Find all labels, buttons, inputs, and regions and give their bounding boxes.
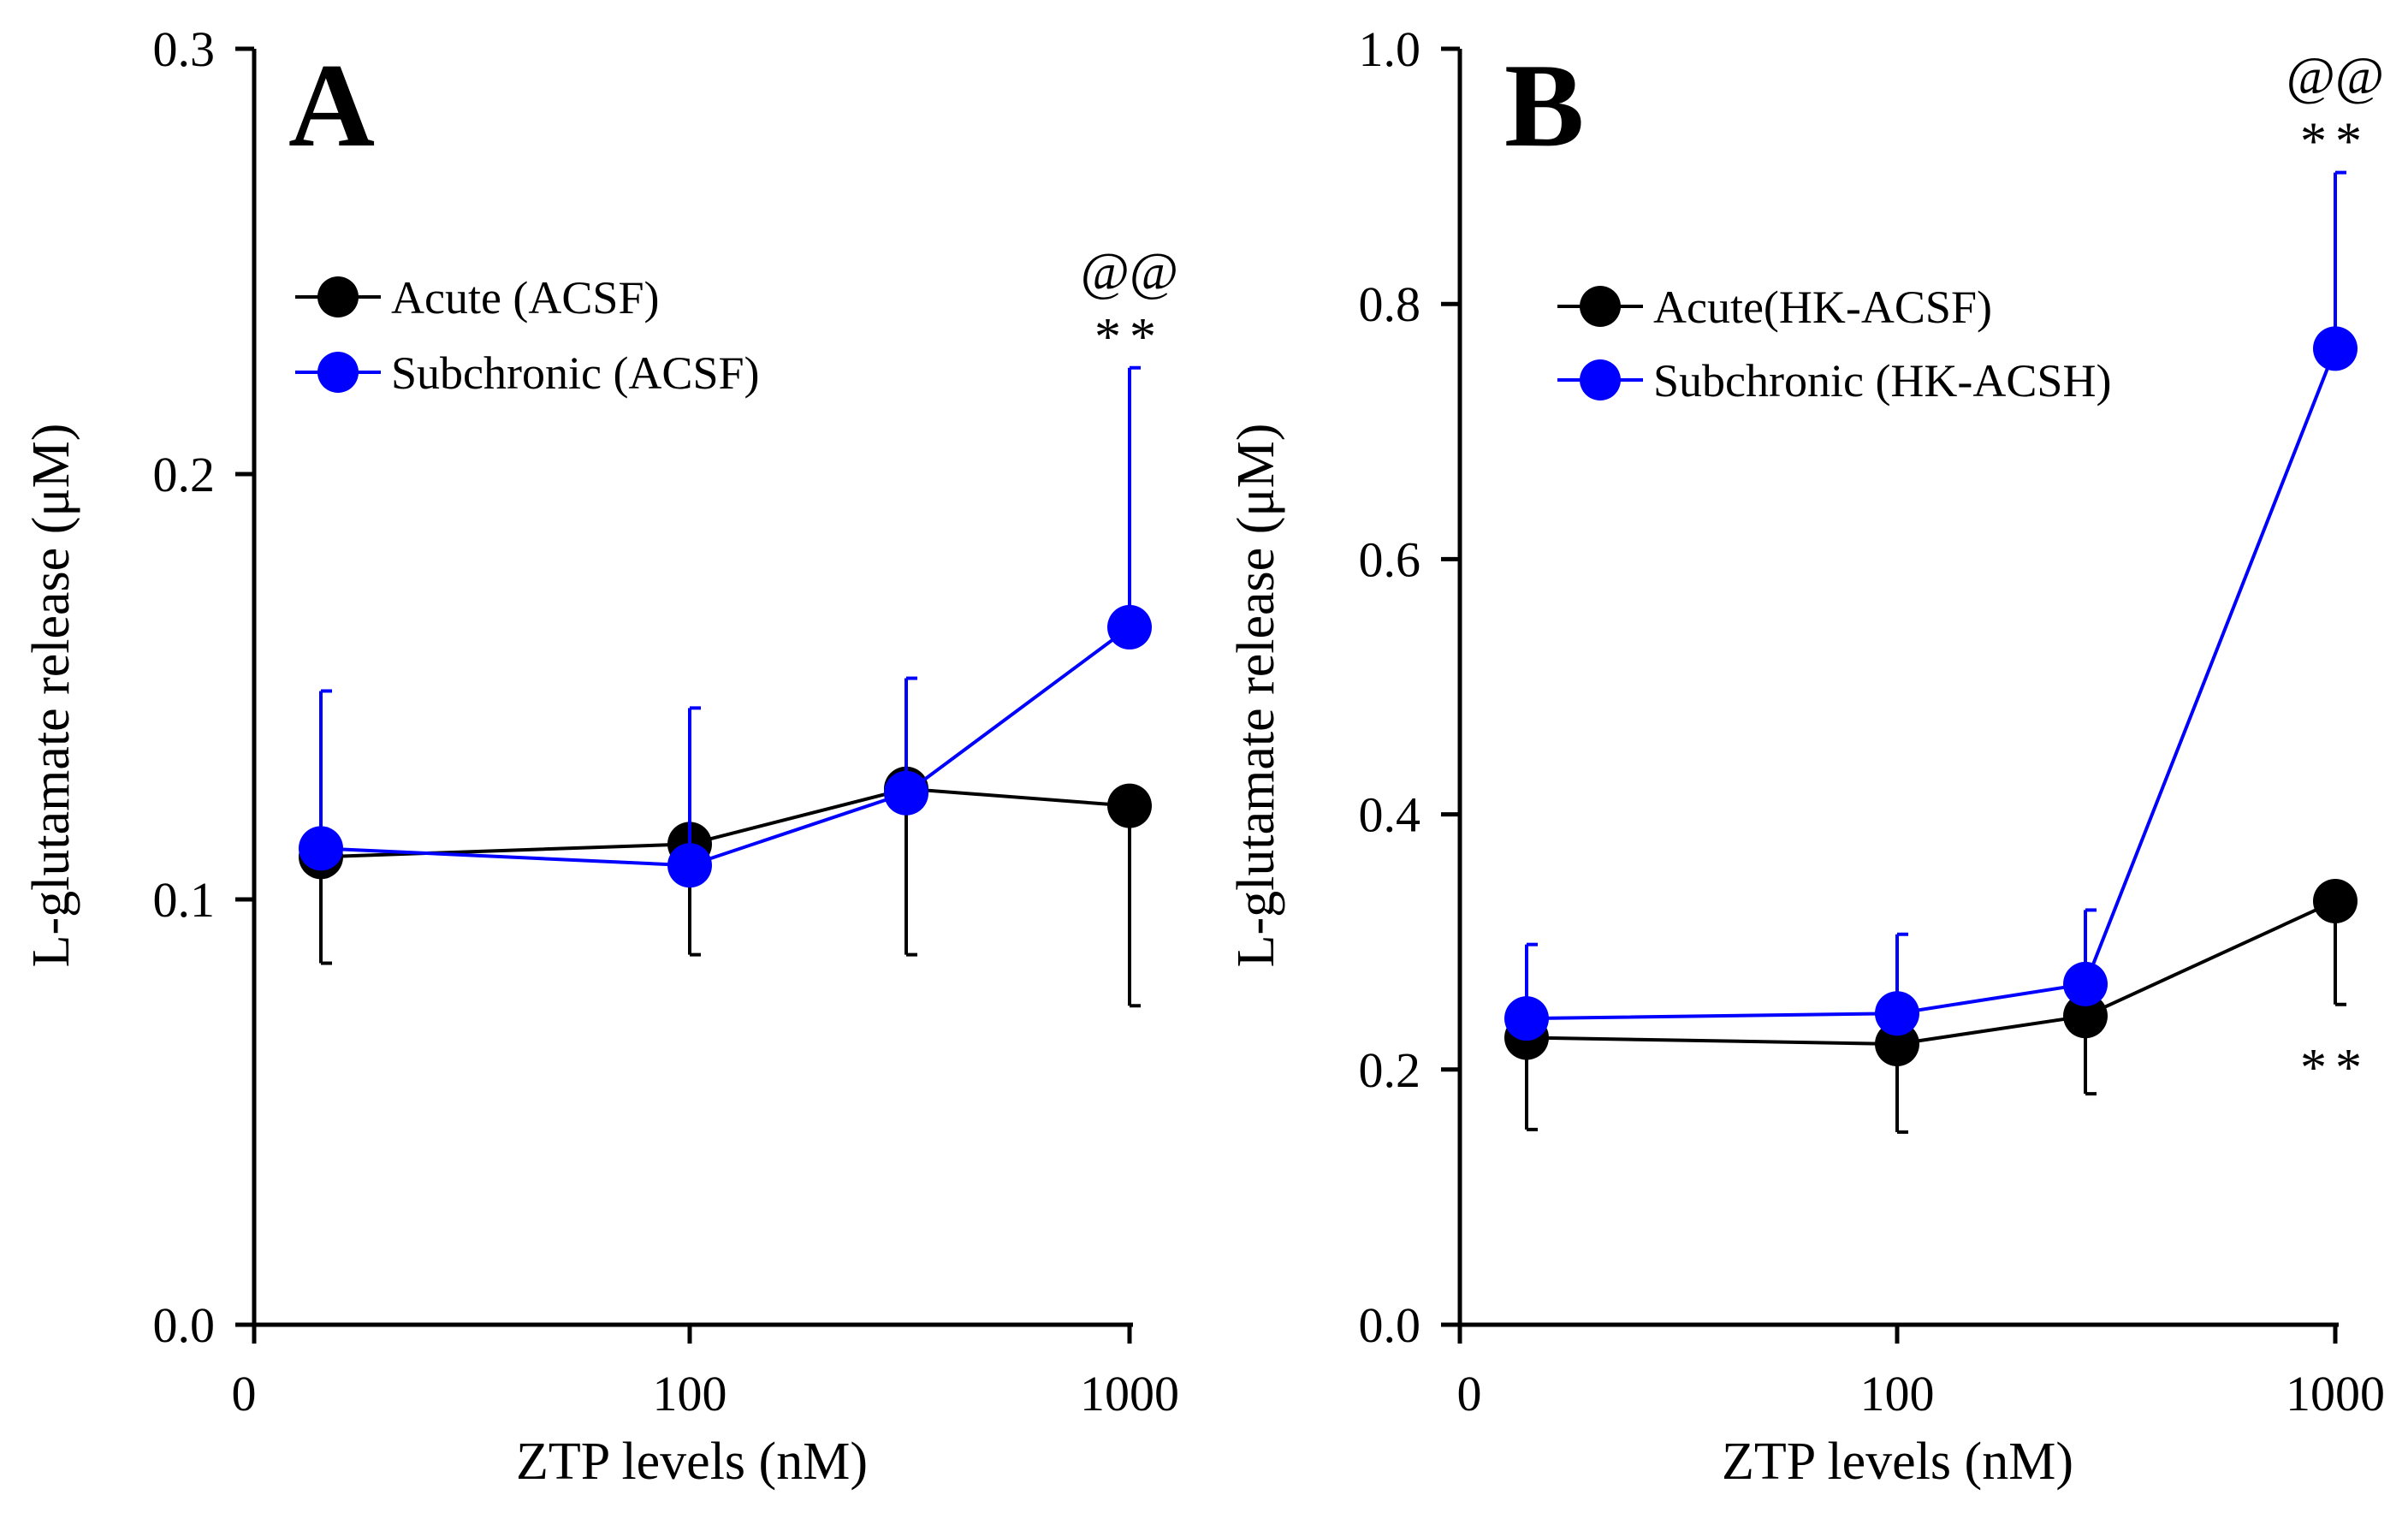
x-tick-label: 100 (1860, 1366, 1935, 1421)
legend-label: Acute(HK-ACSF) (1653, 282, 1992, 333)
x-tick-label: 100 (653, 1366, 727, 1421)
series-line (320, 626, 1131, 868)
legend-marker (1580, 286, 1621, 327)
data-point (2313, 878, 2358, 923)
y-tick-label: 0.0 (153, 1297, 216, 1353)
legend-label: Subchronic (ACSF) (391, 347, 760, 399)
panel-label: A (288, 39, 375, 172)
x-axis-title: ZTP levels (nM) (1722, 1433, 2073, 1491)
x-tick-label: 0 (232, 1366, 257, 1421)
y-tick-label: 0.0 (1359, 1297, 1421, 1353)
y-tick-label: 0.1 (153, 872, 216, 928)
data-point (1875, 991, 1919, 1036)
legend-marker (317, 276, 359, 317)
legend-label: Acute (ACSF) (391, 272, 659, 323)
y-tick-label: 0.2 (1359, 1042, 1421, 1098)
y-tick-label: 0.8 (1359, 276, 1421, 332)
y-tick-label: 0.2 (153, 447, 216, 502)
legend-label: Subchronic (HK-ACSH) (1653, 355, 2111, 406)
significance-mark: ** (1094, 308, 1165, 366)
data-point (1504, 996, 1549, 1041)
significance-mark: @@ (1081, 243, 1178, 301)
y-tick-label: 1.0 (1359, 21, 1421, 77)
chart-panel-b: 0.0 0.2 0.4 0.6 0.8 1.0 0 100 1000 ZTP levels (nM… (1227, 21, 2385, 1491)
significance-mark: ** (2300, 1039, 2370, 1097)
x-tick-label: 1000 (1080, 1366, 1179, 1421)
data-point (667, 843, 712, 888)
y-axis-title: L-glutamate release (μM) (1227, 424, 1285, 968)
data-point (2063, 994, 2108, 1039)
y-tick-label: 0.6 (1359, 531, 1421, 587)
data-point (299, 826, 343, 871)
x-tick-label: 0 (1457, 1366, 1482, 1421)
data-point (2313, 326, 2358, 371)
y-axis-title: L-glutamate release (μM) (22, 424, 80, 968)
data-point (1875, 1021, 1919, 1066)
legend-marker (1580, 359, 1621, 400)
x-tick-label: 1000 (2286, 1366, 2385, 1421)
y-tick-label: 0.3 (153, 21, 216, 77)
significance-mark: ** (2300, 113, 2370, 171)
significance-mark: @@ (2286, 48, 2384, 106)
x-axis-title: ZTP levels (nM) (516, 1433, 868, 1491)
y-tick-label: 0.4 (1359, 787, 1421, 843)
panel-label: B (1504, 39, 1584, 172)
data-point (1107, 604, 1152, 650)
chart-panel-a: 0.0 0.1 0.2 0.3 0 100 1000 ZTP levels (nM) L-glu… (22, 21, 1179, 1491)
series-line (1526, 899, 2336, 1046)
data-point (1107, 783, 1152, 828)
data-point (884, 770, 928, 816)
series-line (1526, 347, 2337, 1021)
series-line (320, 786, 1130, 859)
data-point (2063, 961, 2108, 1006)
legend-marker (317, 352, 359, 393)
